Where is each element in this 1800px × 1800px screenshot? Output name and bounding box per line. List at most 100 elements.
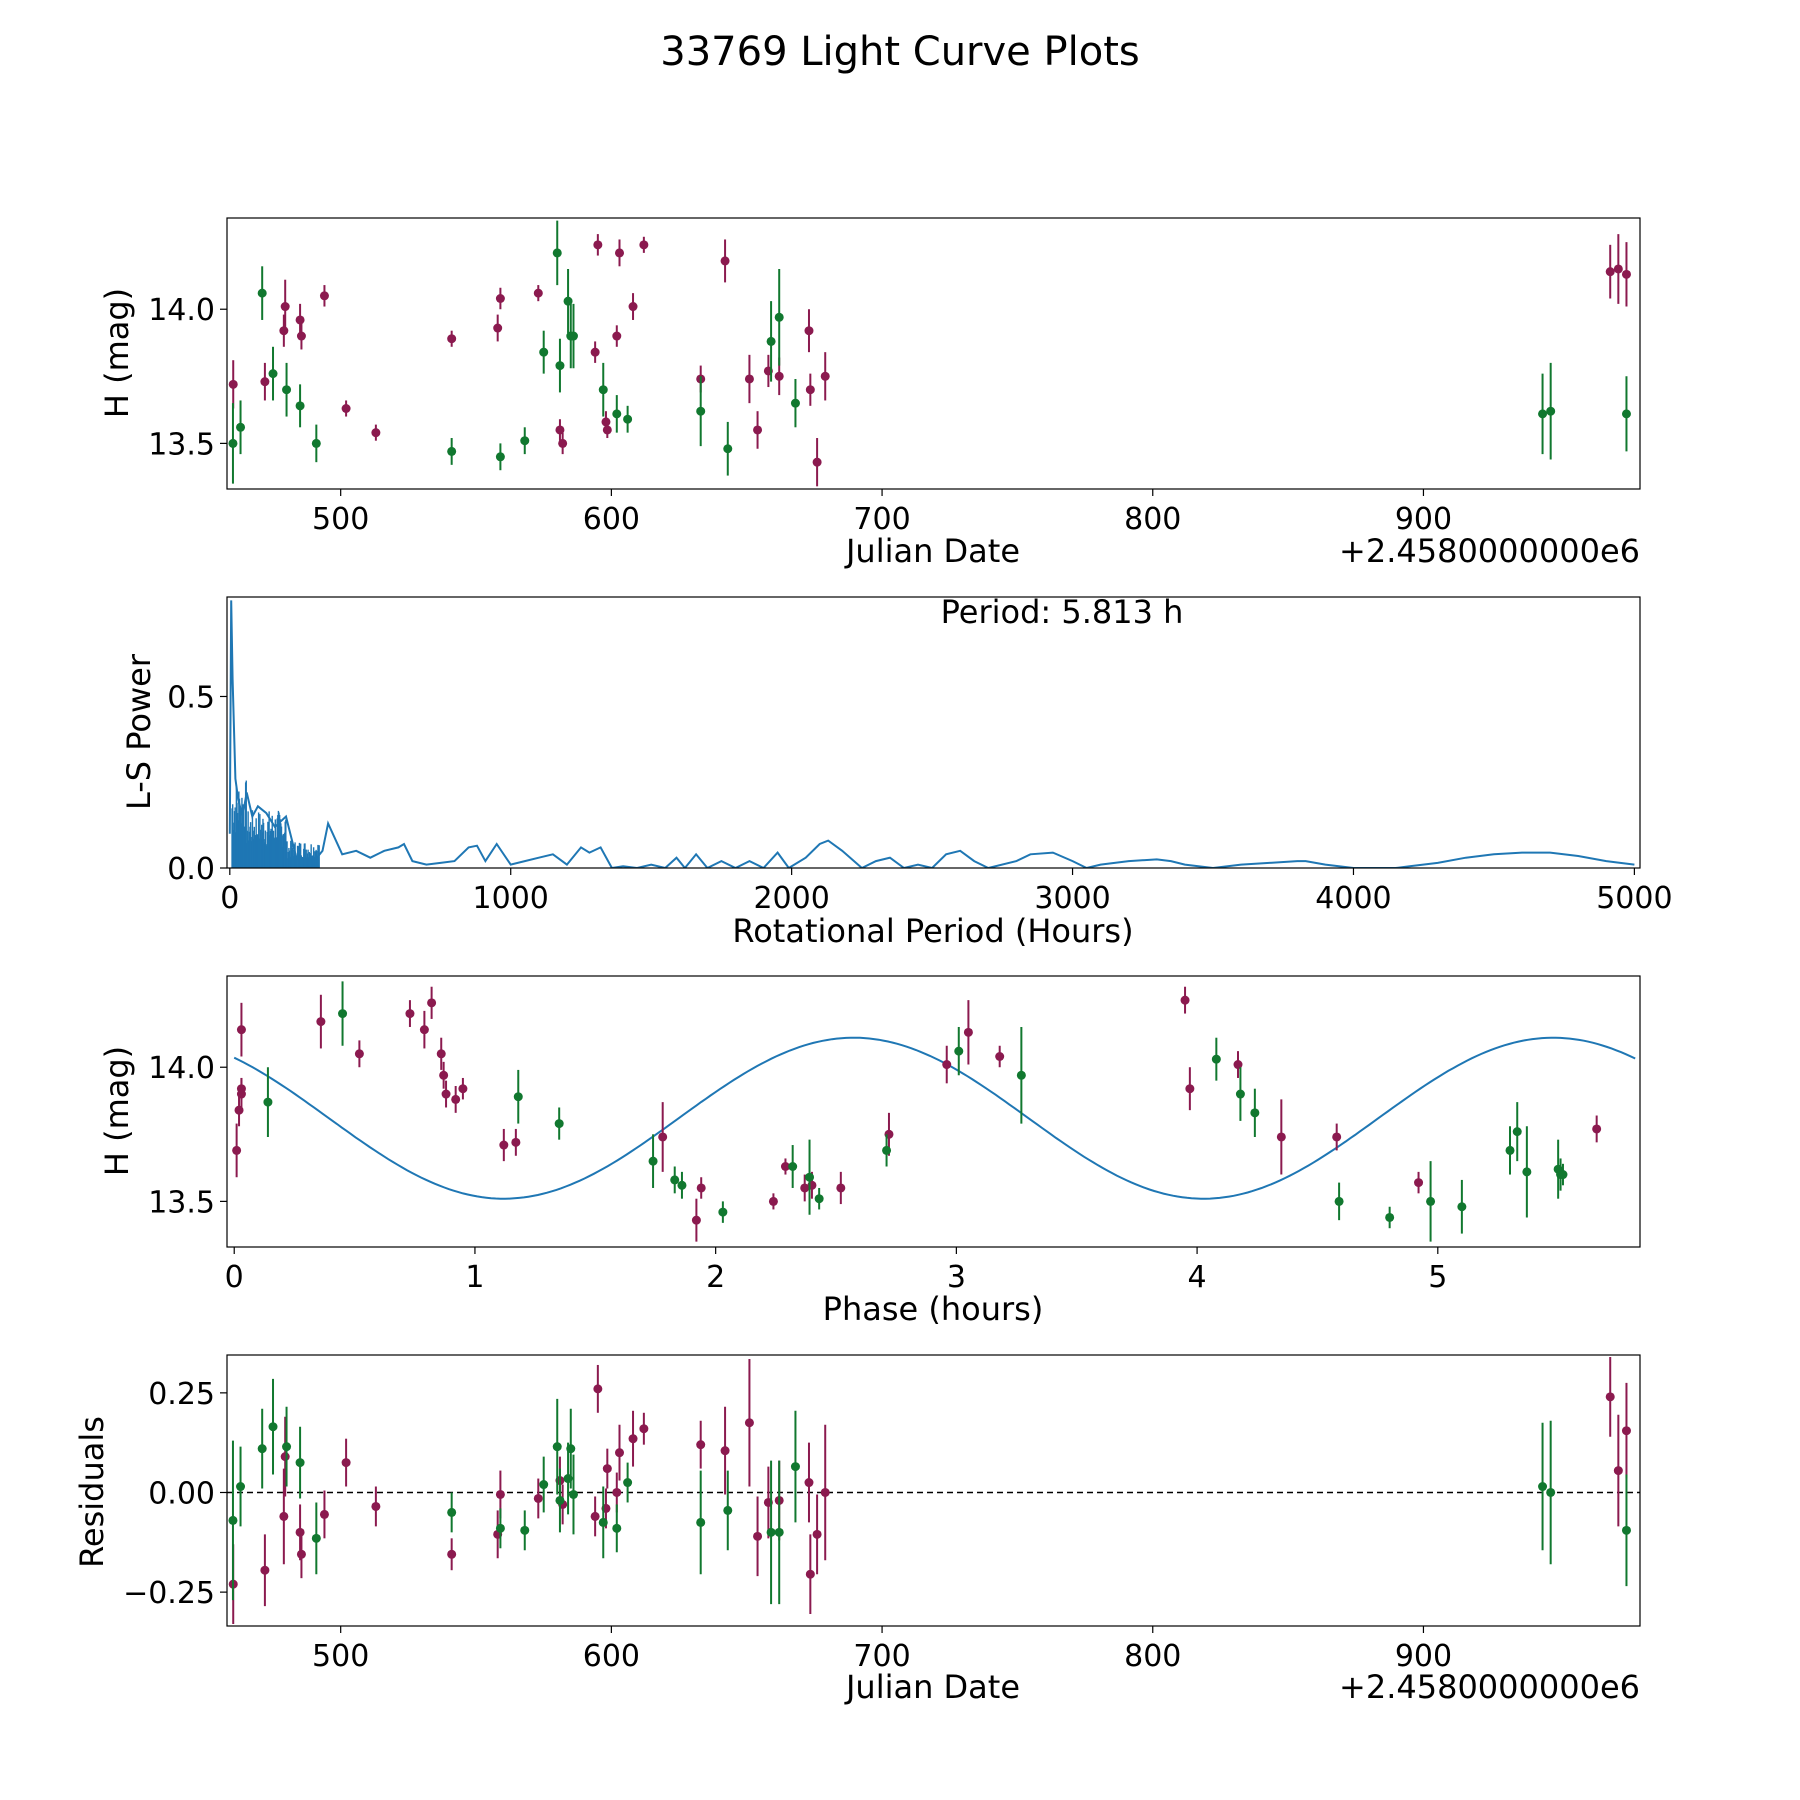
res-point-r xyxy=(639,1424,649,1434)
res-point-g xyxy=(1538,1482,1548,1492)
ph-point-r xyxy=(451,1094,461,1104)
ph-point-r xyxy=(1592,1124,1602,1134)
ph-point-r xyxy=(691,1215,701,1225)
res-point-g xyxy=(696,1517,706,1527)
res-point-r xyxy=(804,1478,814,1488)
lc-point-r xyxy=(555,425,565,435)
lc-point-g xyxy=(568,331,578,341)
lc-point-g xyxy=(612,409,622,419)
ph-ytick-label: 14.0 xyxy=(148,1051,215,1086)
ph-point-g xyxy=(1505,1145,1515,1155)
lc-point-g xyxy=(723,444,733,454)
res-ytick-label: −0.25 xyxy=(123,1576,215,1611)
res-point-g xyxy=(311,1533,321,1543)
lc-point-g xyxy=(311,438,321,448)
lc-point-g xyxy=(257,288,267,298)
lc-point-r xyxy=(533,288,543,298)
lc-ytick-label: 13.5 xyxy=(148,427,215,462)
lc-point-r xyxy=(639,240,649,250)
lc-point-r xyxy=(805,385,815,395)
lc-point-r xyxy=(1613,264,1623,274)
lc-point-g xyxy=(552,248,562,258)
ph-point-r xyxy=(499,1140,509,1150)
ph-point-r xyxy=(942,1060,952,1070)
res-point-g xyxy=(282,1442,292,1452)
lc-point-g xyxy=(696,406,706,416)
lc-point-r xyxy=(720,256,730,266)
lc-axes-frame xyxy=(226,217,1641,490)
lc-point-g xyxy=(563,296,573,306)
ph-point-r xyxy=(696,1183,706,1193)
ph-point-g xyxy=(513,1092,523,1102)
res-xtick-label: 800 xyxy=(1124,1639,1181,1674)
res-point-r xyxy=(295,1527,305,1537)
ph-point-g xyxy=(1512,1127,1522,1137)
ph-point-g xyxy=(788,1162,798,1172)
lc-point-r xyxy=(280,302,290,312)
res-point-r xyxy=(279,1511,289,1521)
ph-point-g xyxy=(1558,1170,1568,1180)
res-point-g xyxy=(723,1505,733,1515)
ls-xtick-label: 5000 xyxy=(1596,881,1672,916)
res-point-r xyxy=(341,1458,351,1468)
res-point-g xyxy=(790,1462,800,1472)
res-point-g xyxy=(495,1523,505,1533)
res-xtick-label: 500 xyxy=(312,1639,369,1674)
res-point-g xyxy=(612,1523,622,1533)
lc-point-r xyxy=(228,379,238,389)
ph-xtick-label: 1 xyxy=(465,1260,484,1295)
ph-point-g xyxy=(882,1145,892,1155)
ph-point-r xyxy=(963,1027,973,1037)
res-point-r xyxy=(495,1489,505,1499)
res-point-r xyxy=(805,1569,815,1579)
lc-point-r xyxy=(615,248,624,258)
lc-point-r xyxy=(628,302,638,312)
ph-point-r xyxy=(232,1145,242,1155)
res-point-r xyxy=(280,1452,290,1462)
ph-point-g xyxy=(1522,1167,1532,1177)
res-point-g xyxy=(598,1517,608,1527)
ls-xtick-label: 2000 xyxy=(753,881,829,916)
ph-xtick-label: 5 xyxy=(1428,1260,1447,1295)
ls-xtick-label: 4000 xyxy=(1315,881,1391,916)
lc-point-r xyxy=(1621,269,1631,279)
res-point-g xyxy=(447,1507,457,1517)
lc-point-g xyxy=(295,401,305,411)
res-point-r xyxy=(615,1448,624,1458)
lc-point-r xyxy=(812,457,822,467)
ph-point-r xyxy=(236,1025,246,1035)
res-point-g xyxy=(268,1422,278,1432)
lc-point-r xyxy=(1605,267,1615,277)
lc-point-g xyxy=(774,312,784,322)
ph-ylabel: H (mag) xyxy=(98,1046,136,1176)
res-point-g xyxy=(552,1442,562,1452)
lc-point-r xyxy=(295,315,305,325)
res-ylabel: Residuals xyxy=(73,1416,111,1568)
panel-phased: 0 1 2 3 4 5 13.5 14.0 Phase (hours) H (mag) xyxy=(98,975,1641,1328)
ph-point-r xyxy=(427,998,437,1008)
lc-point-r xyxy=(820,371,830,381)
lc-point-g xyxy=(236,422,246,432)
ph-xtick-label: 3 xyxy=(947,1260,966,1295)
panel-light-curve: 500 600 700 800 900 13.5 14.0 Julian Date +2.4… xyxy=(98,217,1641,570)
ph-point-g xyxy=(263,1097,273,1107)
lc-point-r xyxy=(804,326,814,336)
res-point-r xyxy=(319,1509,329,1519)
ph-point-g xyxy=(670,1175,680,1185)
ph-point-g xyxy=(718,1207,728,1217)
lc-point-r xyxy=(279,326,289,336)
lc-point-g xyxy=(539,347,549,357)
ph-point-r xyxy=(1180,995,1190,1005)
ph-point-g xyxy=(1457,1202,1467,1212)
ph-point-r xyxy=(780,1162,790,1172)
lc-xtick-label: 900 xyxy=(1395,502,1452,537)
lc-point-g xyxy=(1546,406,1556,416)
res-axes-frame xyxy=(226,1354,1641,1627)
ph-xtick-label: 2 xyxy=(706,1260,725,1295)
lc-ytick-label: 14.0 xyxy=(148,293,215,328)
lc-point-g xyxy=(623,414,633,424)
res-point-r xyxy=(612,1487,622,1497)
ls-axes-frame xyxy=(226,596,1641,869)
lc-point-r xyxy=(296,331,306,341)
